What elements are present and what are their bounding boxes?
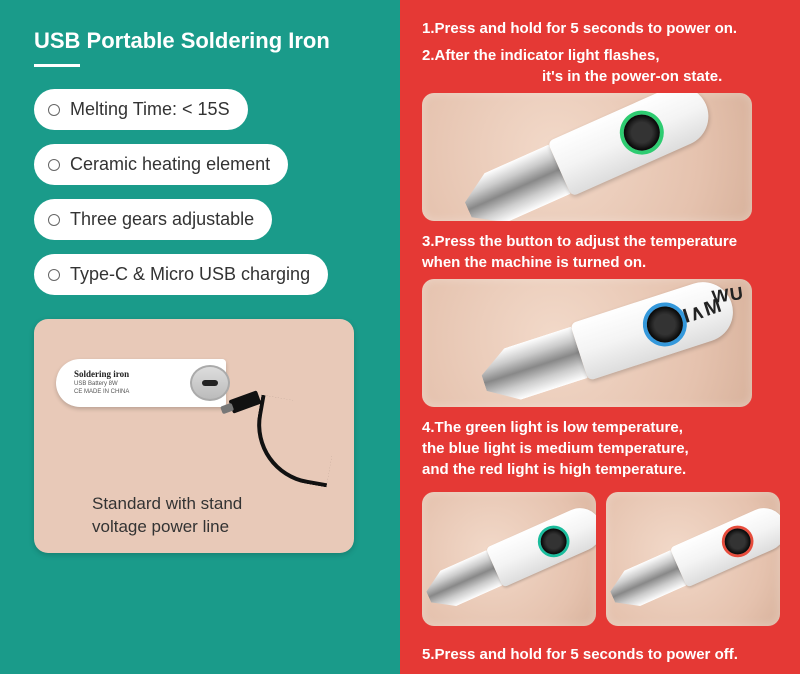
step-4b: the blue light is medium temperature,	[422, 440, 689, 457]
bullet-icon	[48, 159, 60, 171]
iron-body-icon	[547, 93, 718, 197]
usb-wire-icon	[248, 395, 341, 488]
usb-plug-icon	[229, 390, 262, 413]
photo-adjust-temp: WU	[422, 279, 752, 407]
iron-body-icon	[486, 501, 596, 587]
iron-body-graphic: Soldering iron USB Battery 8W CE MADE IN…	[56, 359, 226, 407]
feature-item: Three gears adjustable	[34, 199, 272, 240]
led-ring-blue-icon	[642, 302, 687, 347]
iron-label: Soldering iron	[74, 369, 129, 379]
photo-power-on	[422, 93, 752, 221]
led-ring-green-icon	[618, 109, 666, 157]
product-title: USB Portable Soldering Iron	[34, 28, 376, 54]
led-ring-red-icon	[721, 524, 755, 558]
title-underline	[34, 64, 80, 67]
step-1: 1.Press and hold for 5 seconds to power …	[422, 18, 780, 39]
feature-item: Type-C & Micro USB charging	[34, 254, 328, 295]
feature-list: Melting Time: < 15S Ceramic heating elem…	[34, 89, 376, 309]
iron-graphic	[475, 279, 741, 407]
step-4a: 4.The green light is low temperature,	[422, 419, 683, 436]
photo-green-light	[422, 492, 596, 626]
caption-line2: voltage power line	[92, 517, 229, 536]
bullet-icon	[48, 269, 60, 281]
step-4c: and the red light is high temperature.	[422, 461, 686, 478]
feature-text: Ceramic heating element	[70, 154, 270, 175]
usb-cable-graphic	[230, 395, 320, 465]
iron-sublabel: USB Battery 8W	[74, 381, 118, 387]
iron-graphic	[606, 501, 780, 617]
photo-caption: Standard with stand voltage power line	[50, 493, 338, 539]
left-panel: USB Portable Soldering Iron Melting Time…	[0, 0, 400, 674]
step-3a: 3.Press the button to adjust the tempera…	[422, 233, 737, 250]
step-2: 2.After the indicator light flashes, it'…	[422, 45, 780, 87]
bullet-icon	[48, 214, 60, 226]
feature-text: Melting Time: < 15S	[70, 99, 230, 120]
step-5: 5.Press and hold for 5 seconds to power …	[422, 644, 780, 665]
step-2a: 2.After the indicator light flashes,	[422, 47, 660, 64]
iron-graphic	[456, 93, 718, 221]
chrome-tip-icon	[476, 327, 588, 407]
iron-body-icon	[670, 501, 780, 587]
dual-photo-row	[422, 486, 780, 636]
feature-text: Type-C & Micro USB charging	[70, 264, 310, 285]
usb-port-icon	[190, 365, 230, 401]
step-3: 3.Press the button to adjust the tempera…	[422, 231, 780, 273]
bullet-icon	[48, 104, 60, 116]
feature-item: Melting Time: < 15S	[34, 89, 248, 130]
brand-partial: WU	[711, 283, 746, 308]
usb-photo-card: Soldering iron USB Battery 8W CE MADE IN…	[34, 319, 354, 553]
step-4: 4.The green light is low temperature, th…	[422, 417, 780, 480]
photo-red-light	[606, 492, 780, 626]
iron-graphic	[422, 501, 596, 617]
iron-sublabel2: CE MADE IN CHINA	[74, 389, 129, 395]
caption-line1: Standard with stand	[92, 494, 242, 513]
usb-photo: Soldering iron USB Battery 8W CE MADE IN…	[50, 337, 338, 487]
feature-item: Ceramic heating element	[34, 144, 288, 185]
feature-text: Three gears adjustable	[70, 209, 254, 230]
step-3b: when the machine is turned on.	[422, 254, 646, 271]
step-2b: it's in the power-on state.	[422, 66, 780, 87]
right-panel: 1.Press and hold for 5 seconds to power …	[400, 0, 800, 674]
led-ring-icon	[537, 524, 571, 558]
